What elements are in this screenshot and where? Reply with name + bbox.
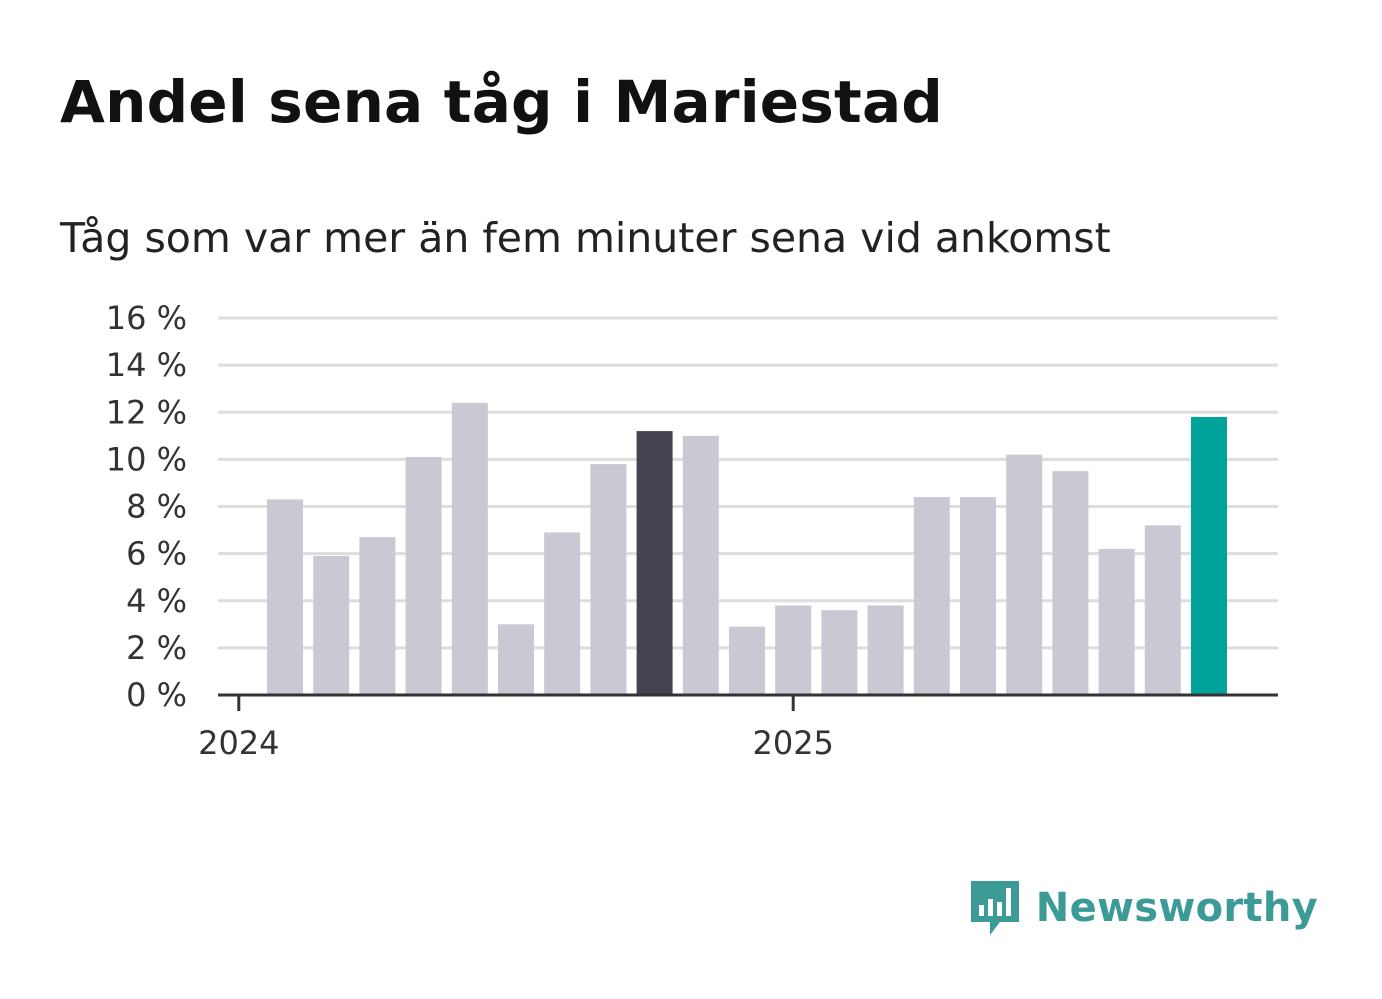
bar-2025-06 [1052, 471, 1089, 695]
y-tick-label: 10 % [106, 440, 187, 478]
bars [267, 402, 1227, 695]
x-tick-label-2024: 2024 [198, 724, 279, 762]
bar-2025-09 [1191, 416, 1227, 695]
chart-title: Andel sena tåg i Mariestad [60, 68, 944, 136]
y-axis-labels: 0 % 2 % 4 % 6 % 8 % 10 % 12 % 14 % 16 % [106, 299, 187, 714]
bar-2025-05 [1006, 454, 1043, 695]
bar-2024-06 [498, 624, 534, 695]
brand-name: Newsworthy [1035, 885, 1318, 931]
newsworthy-bar-chart-bubble-icon [970, 881, 1019, 935]
bar-2024-02 [313, 555, 350, 695]
bar-2024-04 [405, 457, 442, 695]
y-tick-label: 0 % [126, 676, 187, 714]
bar-2025-08 [1144, 525, 1181, 695]
gridlines [218, 316, 1278, 650]
bar-2024-05 [451, 402, 488, 695]
bar-2025-03 [913, 497, 950, 695]
bar-2024-08 [590, 464, 627, 695]
y-tick-label: 12 % [106, 393, 187, 431]
y-tick-label: 14 % [106, 346, 187, 384]
y-tick-label: 2 % [126, 629, 187, 667]
bar-2025-04 [960, 497, 996, 695]
bar-2025-07 [1098, 548, 1135, 695]
x-axis: 2024 2025 [198, 693, 1278, 762]
y-tick-label: 4 % [126, 582, 187, 620]
bar-2025-01 [821, 610, 858, 695]
bar-2024-12 [775, 605, 812, 695]
bar-2025-02 [867, 605, 904, 695]
bar-2024-01 [267, 499, 303, 695]
bar-2024-11 [729, 626, 765, 695]
y-tick-label: 16 % [106, 299, 187, 337]
bar-2024-03 [359, 537, 396, 695]
chart-subtitle: Tåg som var mer än fem minuter sena vid … [60, 214, 1111, 262]
bar-2024-10 [682, 435, 719, 695]
bar-2024-07 [544, 532, 581, 695]
x-tick-label-2025: 2025 [752, 724, 833, 762]
y-tick-label: 8 % [126, 488, 187, 526]
y-tick-label: 6 % [126, 535, 187, 573]
bar-2024-09 [636, 431, 673, 695]
newsworthy-logo: Newsworthy [968, 878, 1318, 938]
